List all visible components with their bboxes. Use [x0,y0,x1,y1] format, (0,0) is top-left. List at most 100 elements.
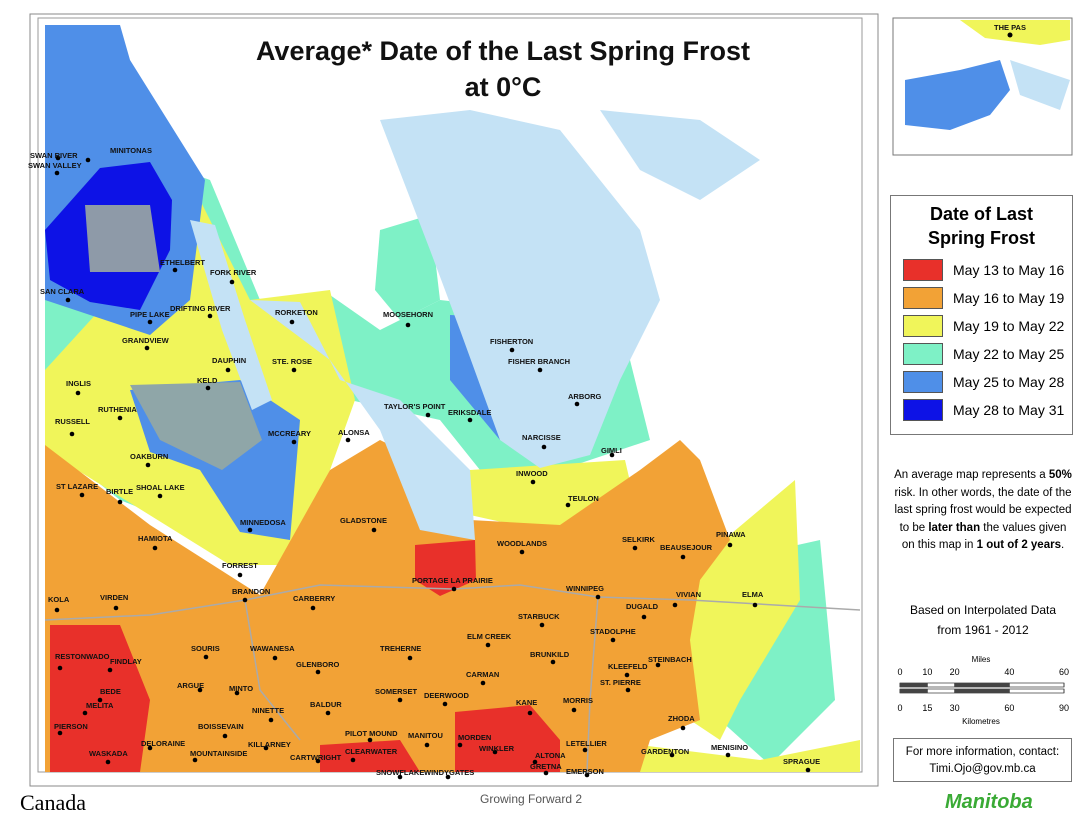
place-label: SNOWFLAKE [376,768,424,777]
place-label: LETELLIER [566,739,607,748]
scale-label: 15 [922,703,932,713]
place-label: TREHERNE [380,644,421,653]
place-dot [595,594,601,600]
logo-canada: Canada [20,790,86,815]
place-label: DRIFTING RIVER [170,304,231,313]
place-dot [672,602,678,608]
note-text: later than [928,521,981,534]
place-dot [145,462,151,468]
place-dot [203,654,209,660]
place-dot [680,554,686,560]
place-label: GRETNA [530,762,562,771]
place-label: GRANDVIEW [122,336,170,345]
place-dot [105,759,111,765]
place-dot [315,669,321,675]
place-label: KANE [516,698,537,707]
place-dot [397,774,403,780]
place-label: ST. PIERRE [600,678,641,687]
place-label: EMERSON [566,767,604,776]
inset-label: THE PAS [994,23,1026,32]
place-dot [57,730,63,736]
place-label: WASKADA [89,749,128,758]
place-label: KELD [197,376,218,385]
place-dot [207,313,213,319]
legend-item: May 28 to May 31 [903,398,1064,422]
place-label: MINTO [229,684,253,693]
zone [640,740,860,772]
place-dot [350,757,356,763]
place-dot [325,710,331,716]
lake-winnipegosis [190,220,272,410]
inset-zone [960,20,1070,45]
place-dot [315,758,321,764]
legend-swatch [903,399,943,421]
place-label: SHOAL LAKE [136,483,185,492]
place-dot [405,322,411,328]
place-label: MORRIS [563,696,593,705]
inset-dot [1007,32,1013,38]
legend-item: May 25 to May 28 [903,370,1064,394]
place-dot [530,479,536,485]
place-dot [571,707,577,713]
place-dot [65,297,71,303]
place-label: ELM CREEK [467,632,512,641]
place-label: FORREST [222,561,258,570]
place-label: BIRTLE [106,487,133,496]
place-label: SOURIS [191,644,220,653]
place-label: BOISSEVAIN [198,722,244,731]
place-label: HAMIOTA [138,534,173,543]
place-label: PIPE LAKE [130,310,170,319]
note-text: 50% [1048,469,1072,481]
place-dot [222,733,228,739]
place-label: INWOOD [516,469,548,478]
place-label: BEDE [100,687,121,696]
zone [455,705,560,772]
logo-manitoba: Manitoba [945,791,1033,813]
places: SWAN RIVER MINITONAS SWAN VALLEY ETHELBERT S… [28,146,820,780]
legend-label: May 28 to May 31 [953,402,1065,418]
scale-label: 20 [950,667,960,677]
contact: For more information, contact: Timi.Ojo@g… [893,738,1072,782]
place-dot [82,710,88,716]
scale-segment [900,689,928,693]
place-dot [574,401,580,407]
place-label: KILLARNEY [248,740,291,749]
place-dot [669,752,675,758]
place-label: STADOLPHE [590,627,636,636]
place-dot [152,545,158,551]
place-label: GLADSTONE [340,516,387,525]
place-label: NARCISSE [522,433,561,442]
place-label: SWAN VALLEY [28,161,82,170]
place-label: DAUPHIN [212,356,246,365]
place-label: KOLA [48,595,70,604]
place-label: RORKETON [275,308,318,317]
zone [680,480,800,740]
place-dot [197,687,203,693]
place-dot [157,493,163,499]
place-dot [539,622,545,628]
place-dot [107,667,113,673]
place-dot [268,717,274,723]
legend-title-line: Spring Frost [928,228,1035,248]
place-dot [113,605,119,611]
park [85,205,160,272]
place-dot [541,444,547,450]
contact-line: For more information, contact: [905,746,1060,758]
place-dot [442,701,448,707]
note-text: 1 out of 2 years [976,539,1061,551]
place-dot [54,607,60,613]
place-label: FISHERTON [490,337,533,346]
place-label: GARDENTON [641,747,689,756]
place-dot [532,759,538,765]
place-dot [247,527,253,533]
scale-segment [900,683,928,687]
title-line: Average* Date of the Last Spring Frost [256,36,750,66]
note-text: the values given on this map in [901,521,1067,552]
scale-label: 90 [1059,703,1069,713]
place-label: GLENBORO [296,660,340,669]
road [586,596,599,773]
place-dot [632,545,638,551]
place-dot [75,390,81,396]
place-dot [805,767,811,773]
place-dot [54,170,60,176]
